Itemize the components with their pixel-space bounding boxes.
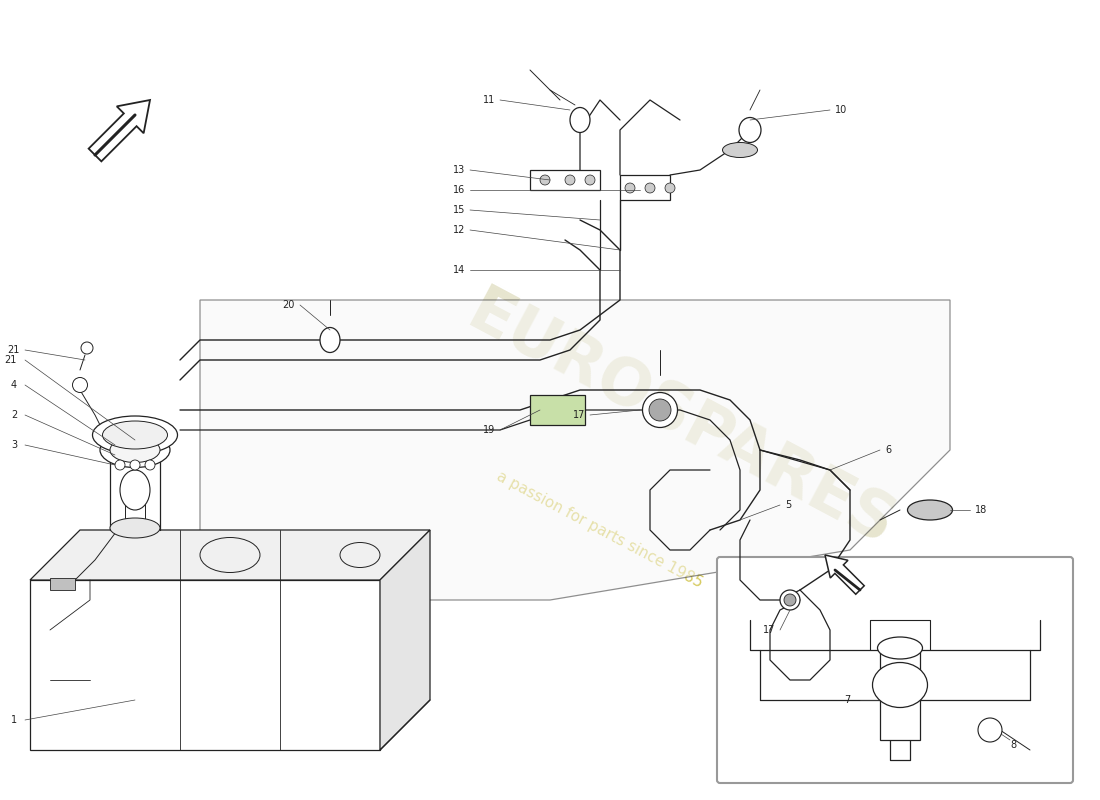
Text: 18: 18	[975, 505, 988, 515]
Text: 20: 20	[283, 300, 295, 310]
Polygon shape	[200, 300, 950, 600]
Ellipse shape	[908, 500, 953, 520]
Text: 17: 17	[762, 625, 776, 635]
Circle shape	[565, 175, 575, 185]
Ellipse shape	[784, 594, 796, 606]
Text: 14: 14	[453, 265, 465, 275]
Text: 21: 21	[4, 355, 16, 365]
Bar	[530, 395, 585, 425]
Circle shape	[645, 183, 654, 193]
Polygon shape	[30, 530, 430, 580]
Text: 2: 2	[11, 410, 16, 420]
Ellipse shape	[320, 327, 340, 353]
Circle shape	[625, 183, 635, 193]
Bar	[880, 650, 920, 740]
Text: 5: 5	[785, 500, 791, 510]
Bar	[50, 578, 75, 590]
Ellipse shape	[73, 378, 88, 393]
Circle shape	[116, 460, 125, 470]
Text: 12: 12	[452, 225, 465, 235]
Text: 17: 17	[573, 410, 585, 420]
Ellipse shape	[642, 393, 678, 427]
Polygon shape	[30, 580, 379, 750]
Circle shape	[145, 460, 155, 470]
Text: 1: 1	[11, 715, 16, 725]
FancyBboxPatch shape	[717, 557, 1072, 783]
Text: 6: 6	[886, 445, 891, 455]
Ellipse shape	[120, 470, 150, 510]
Ellipse shape	[723, 142, 758, 158]
Ellipse shape	[100, 433, 170, 467]
Text: EUROSPARES: EUROSPARES	[456, 282, 904, 558]
Ellipse shape	[649, 399, 671, 421]
Text: 16: 16	[453, 185, 465, 195]
Text: 11: 11	[483, 95, 495, 105]
Circle shape	[130, 460, 140, 470]
FancyArrow shape	[89, 100, 150, 162]
Circle shape	[978, 718, 1002, 742]
Text: 3: 3	[11, 440, 16, 450]
Text: 19: 19	[483, 425, 495, 435]
Text: 21: 21	[8, 345, 20, 355]
Text: 7: 7	[844, 695, 850, 705]
Ellipse shape	[878, 637, 923, 659]
Text: 8: 8	[1010, 740, 1016, 750]
Ellipse shape	[102, 421, 167, 449]
Text: a passion for parts since 1985: a passion for parts since 1985	[494, 469, 705, 591]
Polygon shape	[379, 530, 430, 750]
Text: 13: 13	[453, 165, 465, 175]
Circle shape	[540, 175, 550, 185]
Text: 15: 15	[452, 205, 465, 215]
Circle shape	[666, 183, 675, 193]
Circle shape	[585, 175, 595, 185]
Ellipse shape	[872, 662, 927, 707]
Bar	[530, 170, 600, 190]
Text: 10: 10	[835, 105, 847, 115]
Ellipse shape	[110, 438, 160, 462]
Ellipse shape	[110, 518, 160, 538]
Ellipse shape	[739, 118, 761, 142]
Ellipse shape	[92, 416, 177, 454]
Ellipse shape	[81, 342, 94, 354]
FancyArrow shape	[825, 555, 865, 594]
Bar	[620, 175, 670, 200]
Ellipse shape	[570, 107, 590, 133]
Ellipse shape	[780, 590, 800, 610]
Text: 4: 4	[11, 380, 16, 390]
